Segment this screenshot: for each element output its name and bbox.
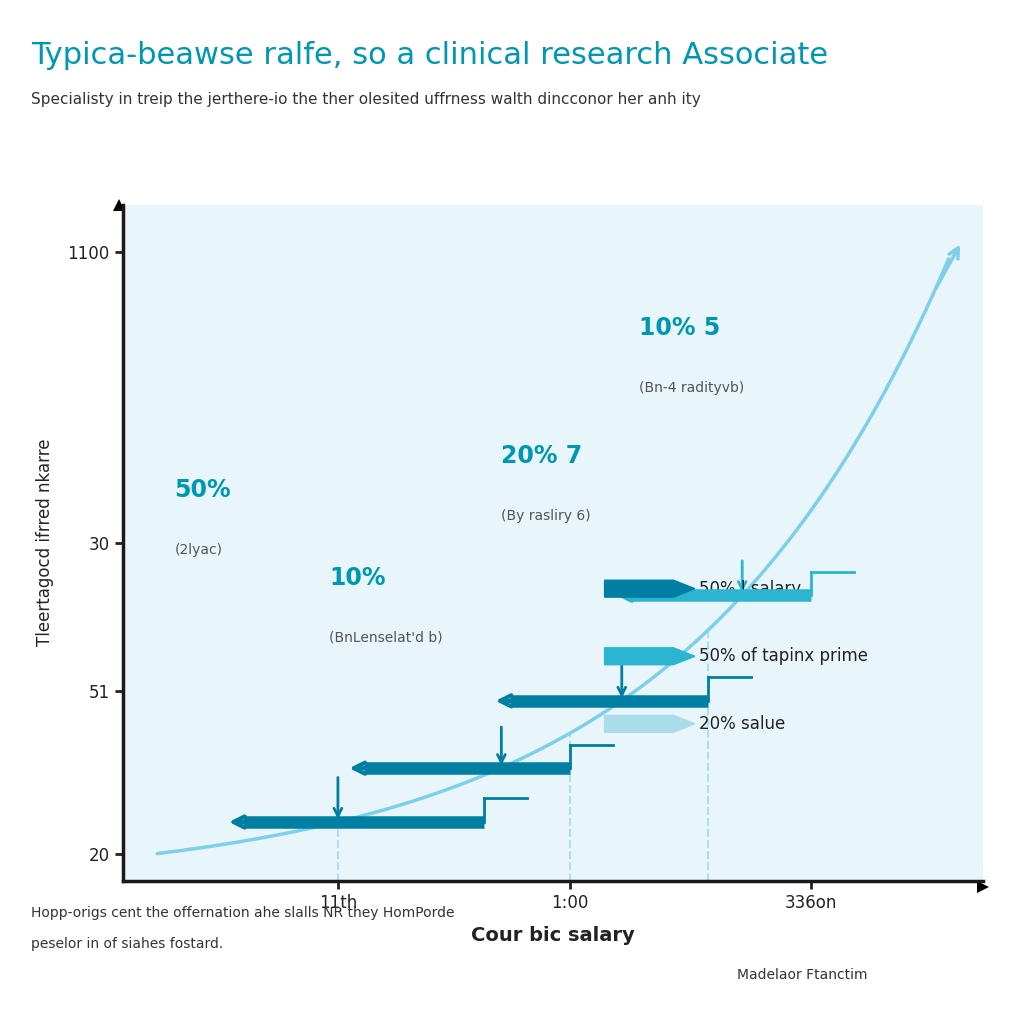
- Text: (By rasliry 6): (By rasliry 6): [502, 509, 591, 523]
- Text: 50% l salary: 50% l salary: [699, 580, 802, 598]
- Text: 20% 7: 20% 7: [502, 444, 583, 468]
- Text: Typica-beawse ralfe, so a clinical research Associate: Typica-beawse ralfe, so a clinical resea…: [31, 41, 827, 70]
- Text: 50%: 50%: [174, 478, 231, 502]
- Text: Specialisty in treip the jerthere-io the ther olesited uffrness walth dincconor : Specialisty in treip the jerthere-io the…: [31, 92, 700, 108]
- Text: 50% of tapinx prime: 50% of tapinx prime: [699, 647, 868, 666]
- Text: (2lyac): (2lyac): [174, 543, 222, 557]
- Text: Madelaor Ftanctim: Madelaor Ftanctim: [737, 968, 867, 982]
- FancyArrow shape: [604, 648, 695, 665]
- Text: peselor in of siahes fostard.: peselor in of siahes fostard.: [31, 937, 223, 951]
- Text: 10%: 10%: [330, 566, 386, 590]
- Text: 20% salue: 20% salue: [699, 715, 785, 733]
- X-axis label: Cour bic salary: Cour bic salary: [471, 926, 635, 945]
- FancyArrow shape: [604, 581, 695, 597]
- Y-axis label: Tleertagocd ifrred nkarre: Tleertagocd ifrred nkarre: [36, 439, 53, 646]
- Text: (Bn-4 radityvb): (Bn-4 radityvb): [639, 381, 744, 394]
- Text: Hopp-origs cent the offernation ahe slalls NR they HomPorde: Hopp-origs cent the offernation ahe slal…: [31, 906, 455, 921]
- Text: (BnLenselat'd b): (BnLenselat'd b): [330, 631, 443, 644]
- Text: 10% 5: 10% 5: [639, 316, 720, 340]
- FancyArrow shape: [604, 716, 695, 732]
